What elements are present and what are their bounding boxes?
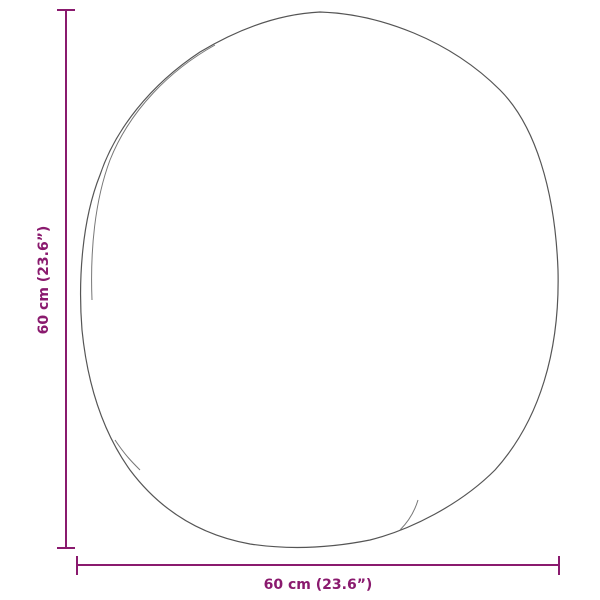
- round-mirror-outline: [79, 11, 559, 549]
- height-label: 60 cm (23.6”): [36, 226, 52, 335]
- width-dimension-line: [76, 556, 560, 575]
- height-dimension-line: [57, 9, 75, 549]
- width-label: 60 cm (23.6”): [264, 577, 373, 593]
- mirror-edge-detail: [91, 44, 419, 531]
